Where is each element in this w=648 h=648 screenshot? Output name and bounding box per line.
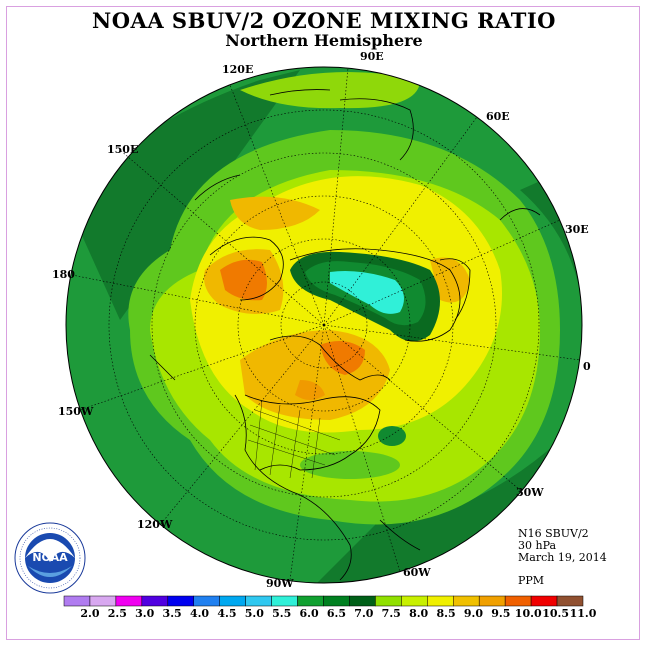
colorbar-tick-label: 10.0: [514, 607, 542, 620]
lon-label-90e: 90E: [360, 50, 384, 63]
colorbar-swatch: [401, 595, 428, 607]
lon-label-90w: 90W: [266, 577, 294, 590]
lon-label-180: 180: [52, 268, 75, 281]
colorbar-swatch: [349, 595, 376, 607]
lon-label-30w: 30W: [516, 486, 544, 499]
colorbar-tick-label: 11.0: [569, 607, 597, 620]
units-label: PPM: [518, 574, 545, 587]
image-frame: [6, 6, 640, 640]
colorbar-swatch: [530, 595, 558, 607]
meridians: [71, 67, 581, 581]
colorbar-tick-label: 5.5: [272, 607, 292, 620]
colorbar-swatch: [63, 595, 91, 607]
colorbar-tick-label: 9.5: [491, 607, 511, 620]
map-subtitle: Northern Hemisphere: [225, 31, 423, 50]
latitude-circles: [108, 109, 540, 541]
colorbar-tick-label: 2.0: [80, 607, 100, 620]
coastlines: [149, 89, 541, 581]
colorbar-tick-label: 7.5: [381, 607, 401, 620]
lon-label-60e: 60E: [486, 110, 510, 123]
pressure-level-label: 30 hPa: [518, 539, 557, 552]
colorbar-tick-label: 8.5: [436, 607, 456, 620]
colorbar-swatch: [193, 595, 220, 607]
colorbar-swatch: [167, 595, 195, 607]
colorbar-swatch: [453, 595, 480, 607]
colorbar-tick-label: 8.0: [409, 607, 429, 620]
colorbar-swatch: [115, 595, 143, 607]
colorbar-tick-label: 2.5: [107, 607, 127, 620]
colorbar-swatch: [427, 595, 454, 607]
colorbar-tick-label: 9.0: [463, 607, 483, 620]
colorbar-tick-label: 6.0: [299, 607, 319, 620]
colorbar-tick-label: 4.0: [189, 607, 210, 620]
lon-label-60w: 60W: [403, 566, 431, 579]
colorbar-swatch: [245, 595, 272, 607]
colorbar-swatch: [375, 595, 402, 607]
state-borders: [247, 399, 341, 479]
colorbar-tick-label: 10.5: [542, 607, 569, 620]
lon-label-0: 0: [583, 360, 591, 373]
date-label: March 19, 2014: [518, 551, 607, 564]
colorbar: [63, 595, 584, 607]
logo-text: NOAA: [32, 551, 68, 564]
lon-label-120w: 120W: [137, 518, 173, 531]
colorbar-swatch: [504, 595, 532, 607]
noaa-logo-icon: NOAA: [14, 522, 86, 594]
colorbar-tick-label: 3.0: [135, 607, 155, 620]
lon-label-150e: 150E: [107, 143, 139, 156]
colorbar-swatch: [219, 595, 246, 607]
colorbar-swatch: [297, 595, 324, 607]
hemisphere-border: [65, 66, 583, 584]
instrument-label: N16 SBUV/2: [518, 527, 589, 540]
colorbar-tick-label: 5.0: [244, 607, 264, 620]
colorbar-swatch: [556, 595, 584, 607]
colorbar-swatch: [89, 595, 117, 607]
lon-label-150w: 150W: [58, 405, 94, 418]
colorbar-swatch: [478, 595, 506, 607]
colorbar-swatch: [323, 595, 350, 607]
lon-label-120e: 120E: [222, 63, 254, 76]
colorbar-tick-label: 3.5: [162, 607, 182, 620]
colorbar-tick-label: 7.0: [354, 607, 374, 620]
colorbar-swatch: [141, 595, 169, 607]
colorbar-swatch: [271, 595, 298, 607]
lon-label-30e: 30E: [565, 223, 589, 236]
map-title: NOAA SBUV/2 OZONE MIXING RATIO: [92, 8, 556, 33]
colorbar-tick-label: 6.5: [326, 607, 347, 620]
colorbar-tick-label: 4.5: [217, 607, 237, 620]
